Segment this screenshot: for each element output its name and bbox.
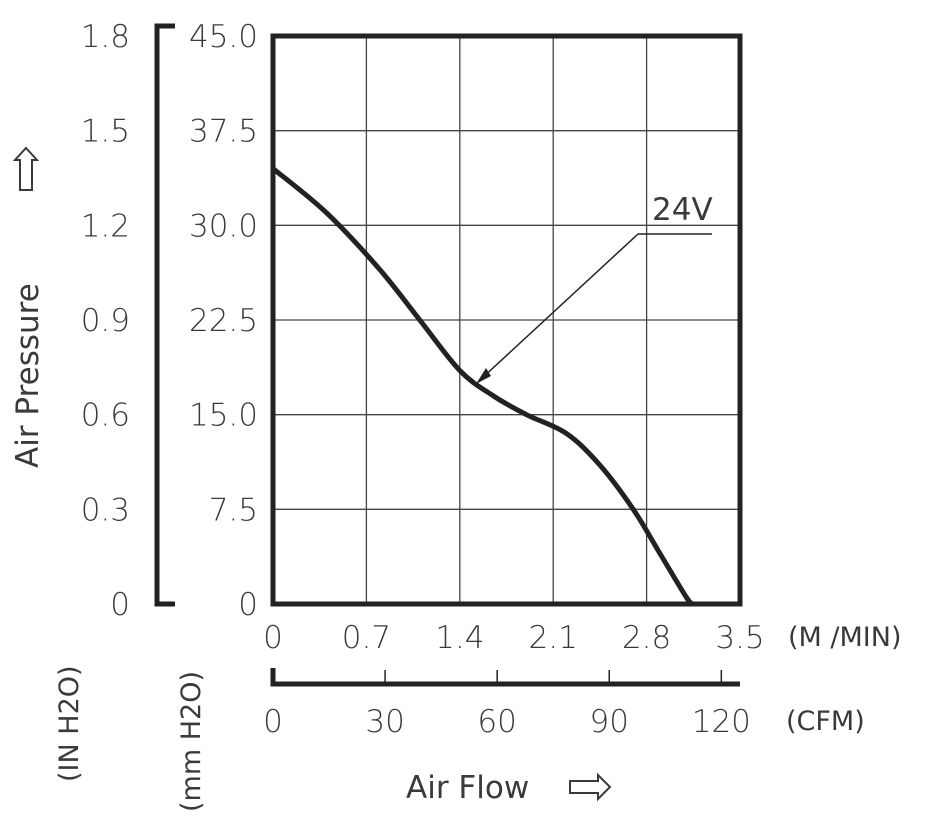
x-m3-tick-labels: 0 0.7 1.4 2.1 2.8 3.5 [263,620,765,656]
y-inch-unit: (IN H2O) [54,665,85,782]
x-m3-tick-label: 0.7 [342,620,391,656]
cfm-axis-bar [270,668,740,687]
up-arrow-icon [12,146,40,191]
series-name-24v: 24V [652,192,713,228]
x-cfm-tick-label: 30 [365,704,404,740]
series-label-24v: 24V [476,192,713,384]
y-mm-tick-label: 37.5 [189,114,258,150]
x-cfm-tick-label: 0 [263,704,283,740]
right-arrow-icon [569,772,612,802]
y-mm-tick-labels: 45.0 37.5 30.0 22.5 15.0 7.5 0 [189,19,258,623]
x-m3-unit: (M /MIN) [788,622,902,653]
x-m3-tick-label: 0 [263,620,283,656]
y-mm-tick-label: 15.0 [189,398,258,434]
grid [273,36,740,604]
x-cfm-unit: (CFM) [786,706,865,737]
y-inch-tick-label: 1.2 [81,208,130,244]
y-inch-tick-labels: 1.8 1.5 1.2 0.9 0.6 0.3 0 [81,19,130,623]
x-cfm-tick-labels: 0 30 60 90 120 [263,704,751,740]
y-mm-tick-label: 7.5 [209,492,258,528]
y-mm-tick-label: 22.5 [189,303,258,339]
y-inch-tick-label: 1.5 [81,114,130,150]
y-axis-bracket [154,23,175,607]
cfm-axis-ticks [384,670,723,684]
y-inch-tick-label: 1.8 [81,19,130,55]
x-axis-title: Air Flow [406,770,529,806]
x-cfm-tick-label: 90 [590,704,629,740]
y-inch-tick-label: 0.3 [81,492,130,528]
y-inch-tick-label: 0 [110,587,130,623]
x-m3-tick-label: 2.8 [622,620,671,656]
x-m3-tick-label: 1.4 [435,620,484,656]
y-axis-title: Air Pressure [10,283,46,468]
x-cfm-tick-label: 60 [477,704,516,740]
plot-frame [270,33,743,607]
y-mm-unit: (mm H2O) [176,671,207,812]
y-inch-tick-label: 0.9 [81,303,130,339]
x-m3-tick-label: 3.5 [715,620,764,656]
x-m3-tick-label: 2.1 [529,620,578,656]
y-mm-tick-label: 0 [238,587,258,623]
x-cfm-tick-label: 120 [692,704,751,740]
y-inch-tick-label: 0.6 [81,398,130,434]
y-mm-tick-label: 30.0 [189,208,258,244]
y-mm-tick-label: 45.0 [189,19,258,55]
series-line-24v [271,166,696,607]
